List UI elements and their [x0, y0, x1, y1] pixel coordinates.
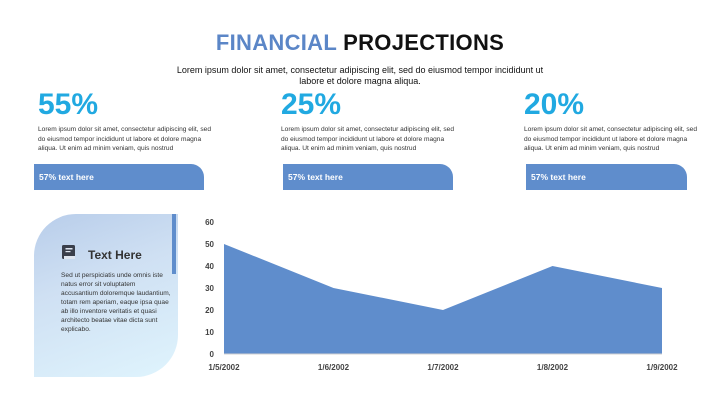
stat-block-3: 20% Lorem ipsum dolor sit amet, consecte…	[524, 88, 704, 154]
x-tick-label: 1/8/2002	[537, 363, 569, 372]
card-header: Text Here	[60, 244, 142, 266]
stat-block-1: 55% Lorem ipsum dolor sit amet, consecte…	[38, 88, 218, 154]
x-tick-label: 1/7/2002	[427, 363, 459, 372]
x-tick-label: 1/5/2002	[208, 363, 240, 372]
stat-tab-3: 57% text here	[526, 164, 687, 190]
page-title: FINANCIAL PROJECTIONS	[0, 30, 720, 56]
area-series	[224, 244, 662, 354]
stat-description: Lorem ipsum dolor sit amet, consectetur …	[281, 126, 454, 153]
y-tick-label: 10	[205, 328, 214, 337]
card-accent-bar	[172, 214, 176, 274]
book-icon	[60, 244, 78, 266]
card-body: Sed ut perspiciatis unde omnis iste natu…	[61, 272, 171, 333]
y-tick-label: 0	[210, 350, 215, 359]
stat-tab-1: 57% text here	[34, 164, 204, 190]
stat-block-2: 25% Lorem ipsum dolor sit amet, consecte…	[281, 88, 461, 154]
stat-percent: 20%	[524, 88, 585, 121]
y-tick-label: 60	[205, 218, 214, 227]
x-tick-label: 1/6/2002	[318, 363, 350, 372]
y-tick-label: 30	[205, 284, 214, 293]
card-heading: Text Here	[88, 248, 142, 262]
text-card: Text Here Sed ut perspiciatis unde omnis…	[34, 214, 178, 377]
title-word-financial: FINANCIAL	[215, 30, 337, 55]
stat-percent: 25%	[281, 88, 342, 121]
title-word-projections: PROJECTIONS	[343, 30, 505, 55]
page-subtitle: Lorem ipsum dolor sit amet, consectetur …	[176, 65, 544, 86]
stat-tab-2: 57% text here	[283, 164, 453, 190]
y-tick-label: 50	[205, 240, 214, 249]
x-tick-label: 1/9/2002	[646, 363, 678, 372]
stat-percent: 55%	[38, 88, 99, 121]
y-tick-label: 20	[205, 306, 214, 315]
y-tick-label: 40	[205, 262, 214, 271]
stat-description: Lorem ipsum dolor sit amet, consectetur …	[524, 126, 697, 153]
stat-description: Lorem ipsum dolor sit amet, consectetur …	[38, 126, 211, 153]
